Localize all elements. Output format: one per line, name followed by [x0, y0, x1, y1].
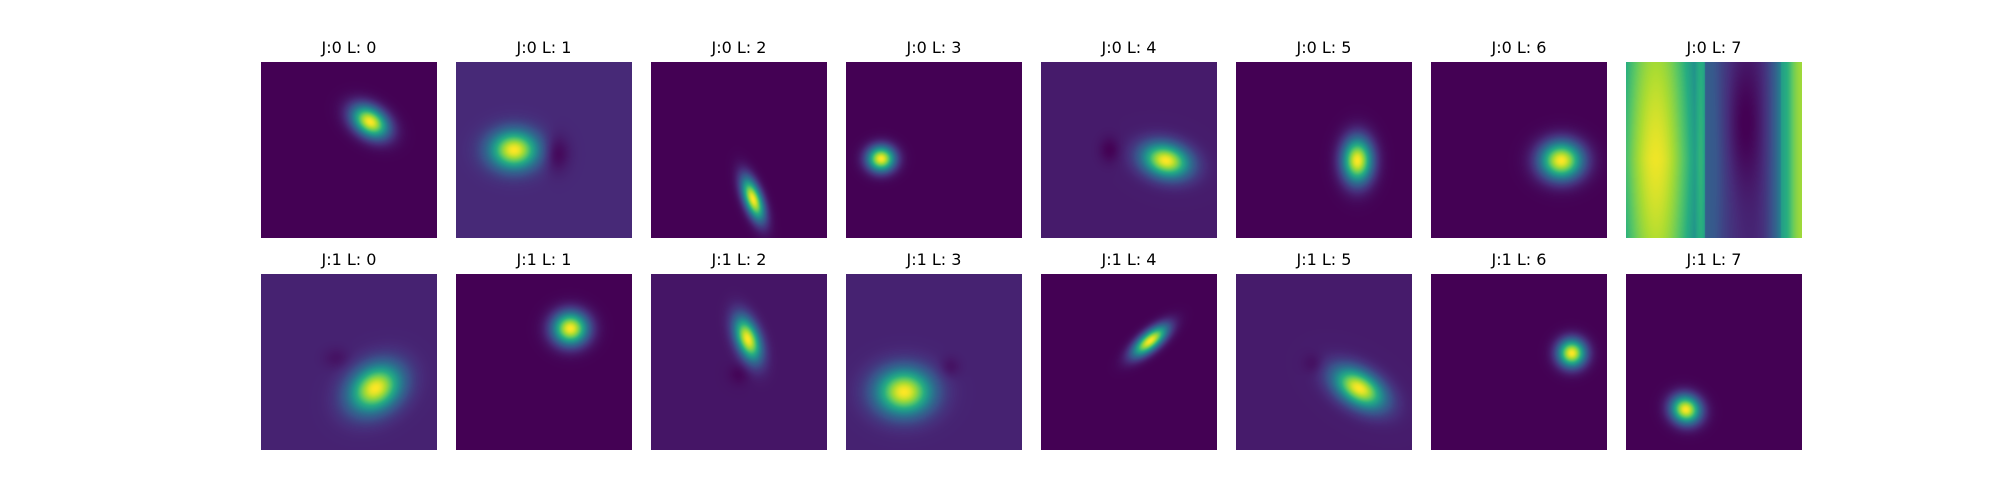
- panel-title: J:0 L: 4: [1101, 38, 1157, 57]
- panel-title: J:1 L: 2: [711, 250, 767, 269]
- heatmap-image: [456, 62, 632, 238]
- heatmap-image: [651, 274, 827, 450]
- heatmap-panel: J:0 L: 5: [1236, 37, 1412, 238]
- heatmap-image: [1041, 62, 1217, 238]
- heatmap-panel: J:1 L: 7: [1626, 249, 1802, 450]
- heatmap-image: [846, 62, 1022, 238]
- panel-title: J:0 L: 1: [516, 38, 572, 57]
- heatmap-panel: J:0 L: 3: [846, 37, 1022, 238]
- panel-title: J:0 L: 2: [711, 38, 767, 57]
- panel-title: J:0 L: 7: [1686, 38, 1742, 57]
- heatmap-panel: J:0 L: 7: [1626, 37, 1802, 238]
- panel-title: J:1 L: 4: [1101, 250, 1157, 269]
- heatmap-image: [651, 62, 827, 238]
- panel-title: J:1 L: 5: [1296, 250, 1352, 269]
- heatmap-panel: J:1 L: 1: [456, 249, 632, 450]
- heatmap-panel: J:0 L: 2: [651, 37, 827, 238]
- heatmap-image: [1236, 62, 1412, 238]
- heatmap-panel: J:0 L: 6: [1431, 37, 1607, 238]
- heatmap-panel: J:1 L: 5: [1236, 249, 1412, 450]
- panel-title: J:0 L: 3: [906, 38, 962, 57]
- heatmap-image: [1236, 274, 1412, 450]
- panel-title: J:1 L: 0: [321, 250, 377, 269]
- heatmap-image: [1626, 62, 1802, 238]
- heatmap-panel: J:0 L: 1: [456, 37, 632, 238]
- heatmap-panel: J:1 L: 0: [261, 249, 437, 450]
- heatmap-image: [1431, 274, 1607, 450]
- heatmap-image: [846, 274, 1022, 450]
- panel-title: J:1 L: 6: [1491, 250, 1547, 269]
- heatmap-image: [456, 274, 632, 450]
- heatmap-panel: J:1 L: 6: [1431, 249, 1607, 450]
- heatmap-image: [1626, 274, 1802, 450]
- heatmap-panel: J:1 L: 4: [1041, 249, 1217, 450]
- heatmap-image: [261, 62, 437, 238]
- heatmap-image: [1041, 274, 1217, 450]
- panel-title: J:0 L: 5: [1296, 38, 1352, 57]
- panel-title: J:1 L: 1: [516, 250, 572, 269]
- panel-title: J:0 L: 6: [1491, 38, 1547, 57]
- heatmap-image: [1431, 62, 1607, 238]
- heatmap-panel: J:1 L: 2: [651, 249, 827, 450]
- heatmap-image: [261, 274, 437, 450]
- heatmap-panel: J:0 L: 4: [1041, 37, 1217, 238]
- panel-title: J:1 L: 7: [1686, 250, 1742, 269]
- heatmap-panel: J:0 L: 0: [261, 37, 437, 238]
- heatmap-panel: J:1 L: 3: [846, 249, 1022, 450]
- panel-title: J:0 L: 0: [321, 38, 377, 57]
- panel-title: J:1 L: 3: [906, 250, 962, 269]
